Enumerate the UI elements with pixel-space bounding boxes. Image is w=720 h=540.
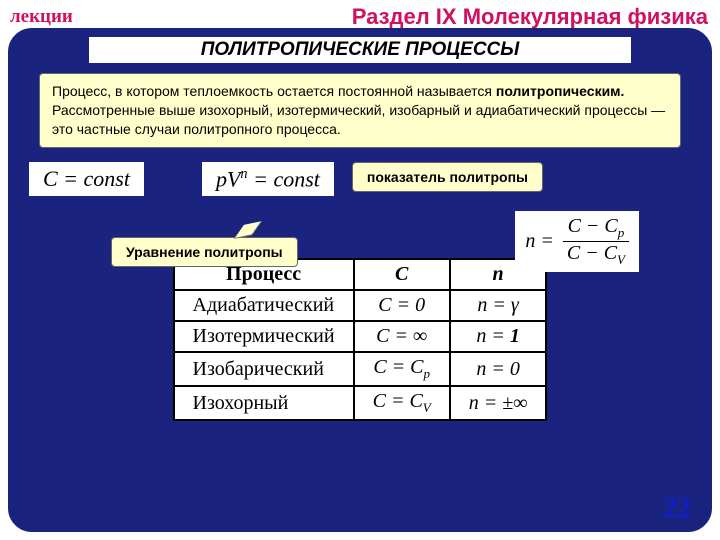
definition-callout: Процесс, в котором теплоемкость остается… xyxy=(39,73,681,148)
equation-label: Уравнение политропы xyxy=(111,237,298,267)
definition-term: политропическим. xyxy=(496,83,625,99)
topic-title: ПОЛИТРОПИЧЕСКИЕ ПРОЦЕССЫ xyxy=(89,37,631,63)
table-row: Изобарический C = Cp n = 0 xyxy=(174,352,547,386)
table-row: Адиабатический C = 0 n = γ xyxy=(174,290,547,321)
section-title: Раздел IX Молекулярная физика xyxy=(352,4,708,30)
lectures-label: лекции xyxy=(10,6,73,28)
indicator-label: показатель политропы xyxy=(352,162,543,192)
table-row: Изохорный C = CV n = ±∞ xyxy=(174,386,547,420)
formula-c-const: C = const xyxy=(29,162,144,196)
process-table: Процесс C n Адиабатический C = 0 n = γ И… xyxy=(173,258,548,421)
formula-pvn: pVn = const xyxy=(202,162,334,196)
table-row: Изотермический C = ∞ n = 1 xyxy=(174,321,547,352)
definition-pre: Процесс, в котором теплоемкость остается… xyxy=(52,83,496,99)
formula-n-fraction: n = C − Cp C − CV xyxy=(515,211,639,272)
definition-post: Рассмотренные выше изохорный, изотермиче… xyxy=(52,102,665,137)
col-c: C xyxy=(354,259,450,290)
formula-row: C = const pVn = const показатель политро… xyxy=(29,162,691,196)
page-number: 22 xyxy=(663,493,691,525)
main-panel: ПОЛИТРОПИЧЕСКИЕ ПРОЦЕССЫ Процесс, в кото… xyxy=(8,28,712,532)
